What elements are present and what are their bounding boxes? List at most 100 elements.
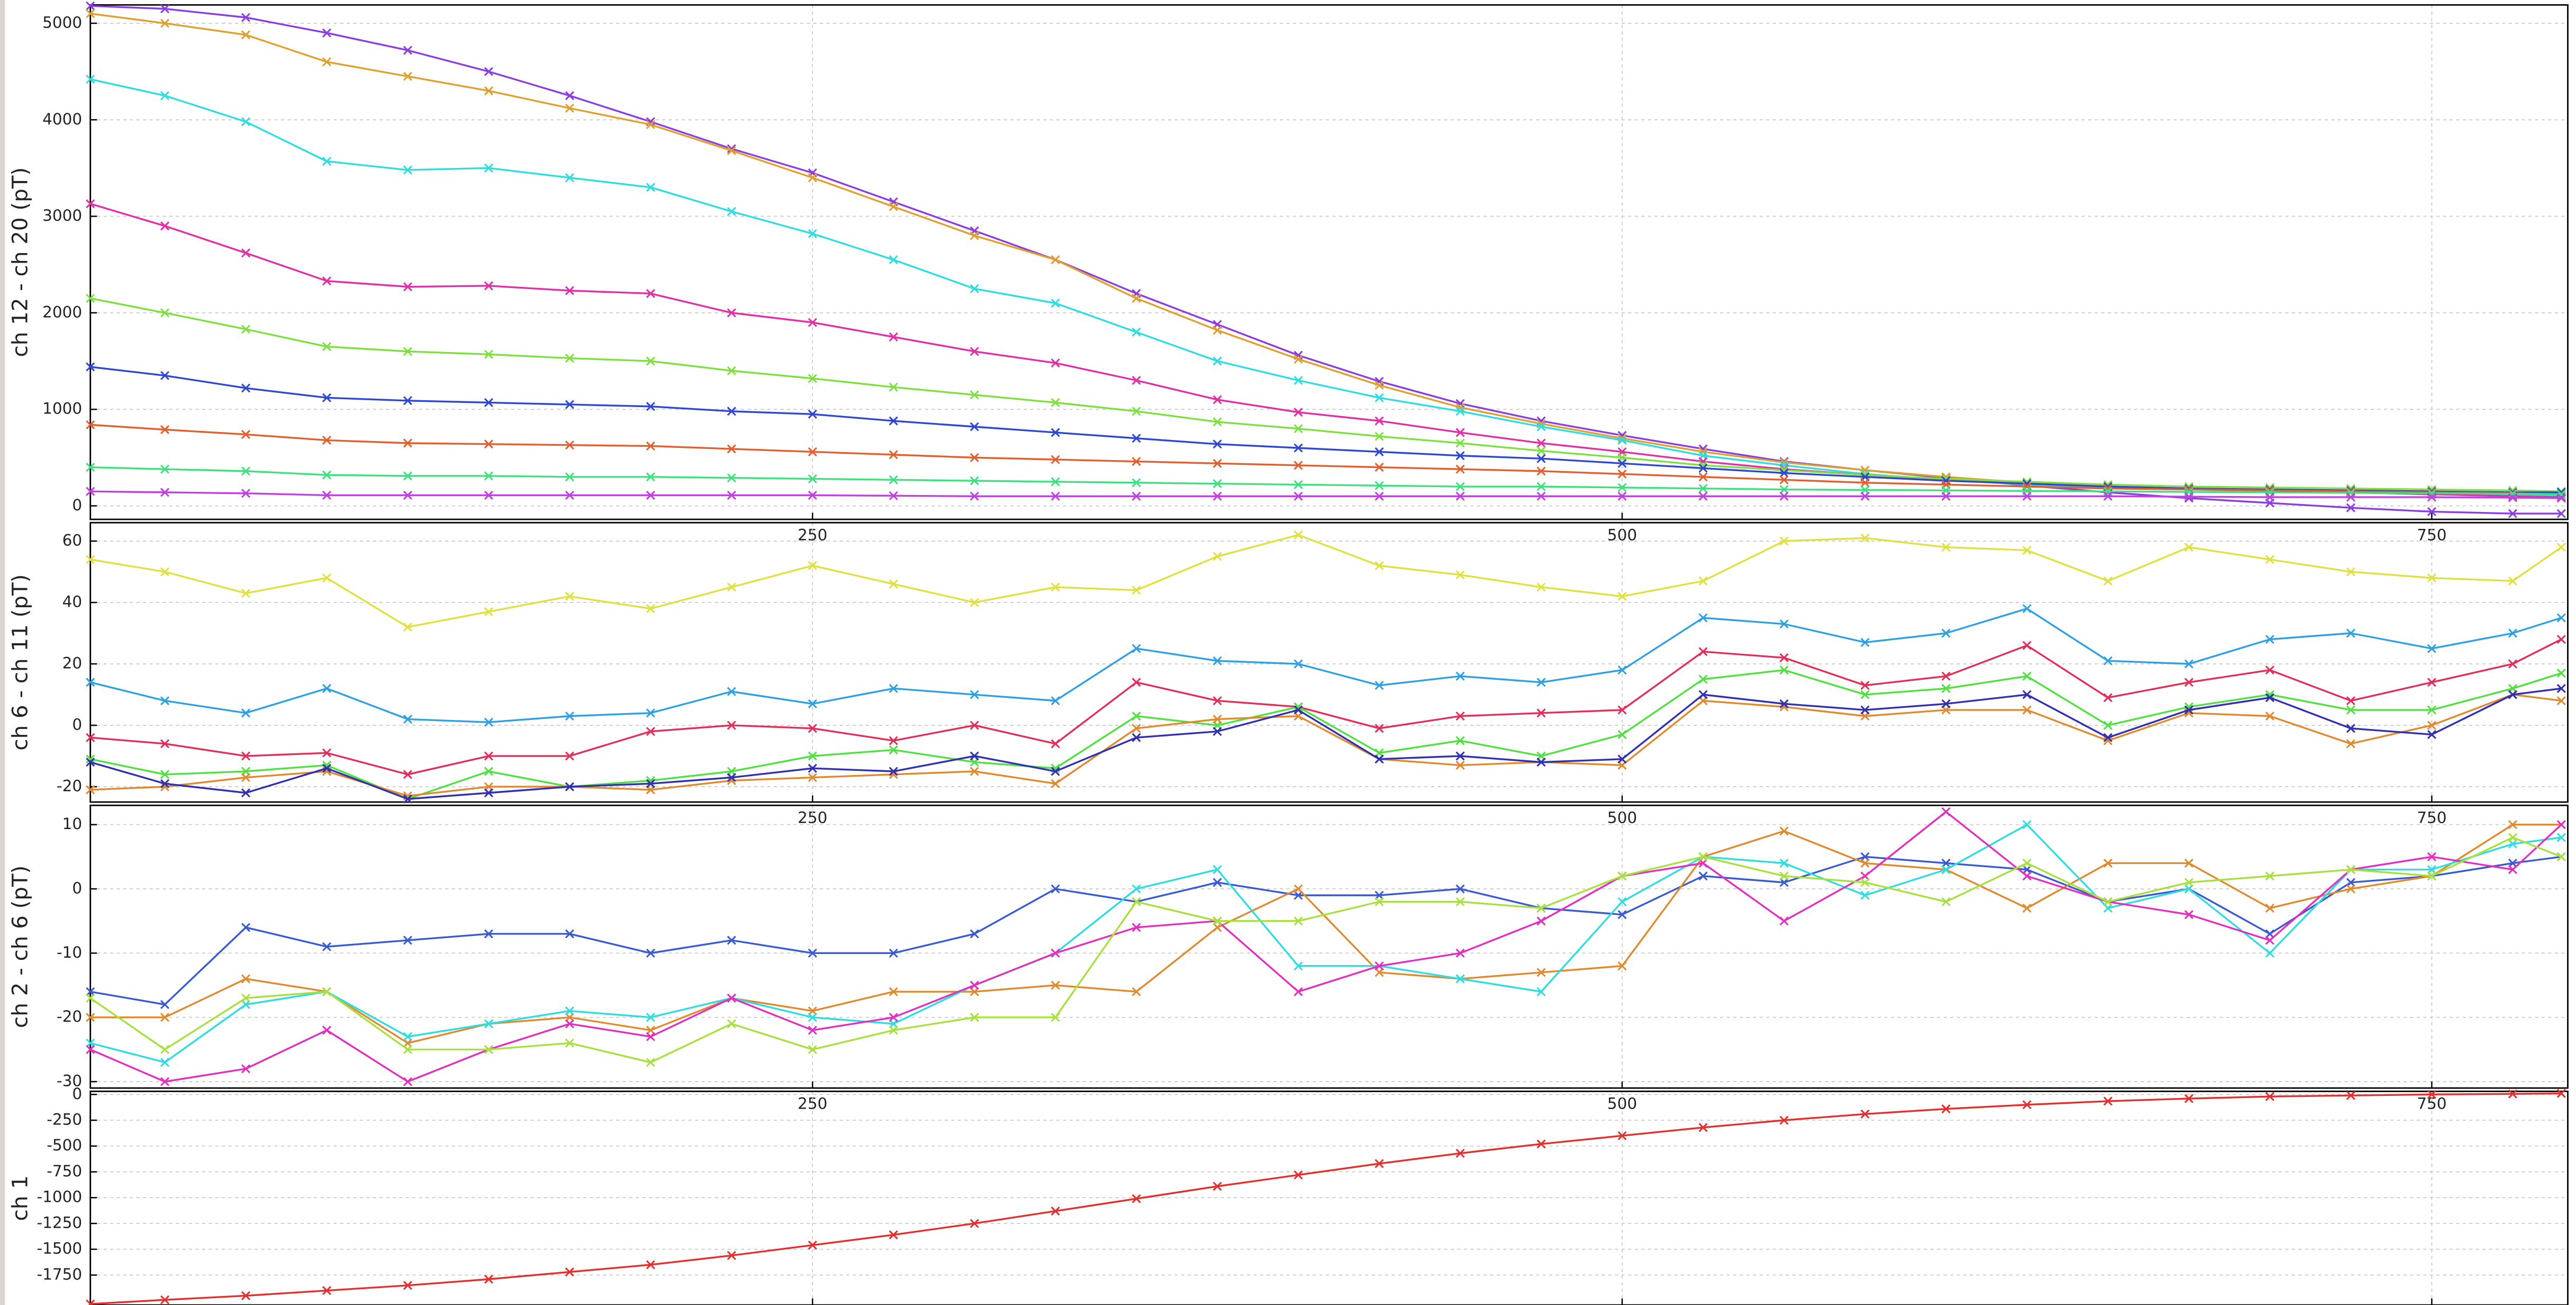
point-marker: [2103, 693, 2113, 703]
point-marker: [2508, 690, 2518, 699]
point-marker: [160, 464, 169, 474]
point-marker: [1132, 478, 1141, 488]
point-marker: [2022, 491, 2032, 501]
point-marker: [484, 163, 493, 173]
point-marker: [2427, 721, 2437, 730]
point-marker: [2508, 493, 2518, 502]
point-marker: [970, 980, 979, 990]
point-marker: [565, 440, 574, 450]
point-marker: [1375, 491, 1384, 501]
point-marker: [86, 362, 95, 372]
point-marker: [2346, 724, 2356, 733]
point-marker: [1132, 375, 1141, 385]
point-marker: [160, 425, 169, 435]
point-marker: [1617, 591, 1627, 601]
point-marker: [1456, 751, 1465, 761]
point-marker: [241, 993, 250, 1003]
point-marker: [2556, 833, 2566, 842]
point-marker: [646, 1013, 655, 1022]
point-marker: [1294, 705, 1303, 715]
y-tick-label: -1750: [37, 1265, 83, 1283]
point-marker: [889, 1019, 898, 1029]
point-marker: [484, 281, 493, 291]
panel: -20 0 20 40 60 250 500 750 ch 6 - ch 11 (pT): [7, 521, 2569, 827]
point-marker: [1213, 552, 1222, 561]
point-marker: [2508, 839, 2518, 849]
point-marker: [1698, 472, 1708, 482]
point-marker: [1779, 858, 1789, 868]
point-marker: [2265, 871, 2275, 881]
point-marker: [2265, 948, 2275, 958]
point-marker: [1536, 708, 1546, 718]
point-marker: [86, 1045, 95, 1054]
point-marker: [646, 402, 655, 411]
point-marker: [322, 763, 331, 773]
point-marker: [1860, 705, 1870, 715]
point-marker: [1375, 463, 1384, 472]
point-marker: [808, 409, 817, 419]
point-marker: [322, 987, 331, 996]
point-marker: [808, 318, 817, 327]
point-marker: [808, 948, 817, 958]
point-marker: [727, 146, 736, 156]
point-marker: [1051, 255, 1060, 265]
point-marker: [1456, 897, 1465, 906]
point-marker: [1375, 393, 1384, 402]
point-marker: [2103, 576, 2113, 586]
point-marker: [403, 1281, 412, 1290]
point-marker: [403, 794, 412, 804]
point-marker: [2022, 604, 2032, 614]
point-marker: [1698, 1123, 1708, 1132]
point-marker: [889, 475, 898, 484]
point-marker: [889, 332, 898, 342]
point-marker: [1294, 987, 1303, 996]
point-marker: [1536, 454, 1546, 463]
point-marker: [403, 46, 412, 55]
point-marker: [1051, 491, 1060, 501]
point-marker: [970, 476, 979, 485]
y-tick-label: -750: [47, 1162, 82, 1180]
point-marker: [1779, 826, 1789, 836]
point-marker: [565, 173, 574, 183]
x-tick-label: 500: [1607, 1095, 1637, 1113]
point-marker: [1779, 536, 1789, 546]
point-marker: [160, 4, 169, 14]
point-marker: [1941, 865, 1951, 875]
point-marker: [2556, 490, 2566, 499]
point-marker: [241, 325, 250, 334]
y-tick-label: 0: [72, 1085, 82, 1103]
point-marker: [1051, 358, 1060, 368]
point-marker: [160, 1295, 169, 1304]
point-marker: [1617, 961, 1627, 971]
point-marker: [160, 1077, 169, 1086]
point-marker: [484, 929, 493, 939]
point-marker: [646, 1025, 655, 1035]
point-marker: [322, 470, 331, 480]
point-marker: [1051, 582, 1060, 592]
canvas: [5, 0, 2576, 1305]
point-marker: [2346, 884, 2356, 894]
point-marker: [2556, 613, 2566, 623]
point-marker: [646, 472, 655, 482]
point-marker: [1132, 733, 1141, 742]
point-marker: [1132, 491, 1141, 501]
point-marker: [1456, 438, 1465, 448]
point-marker: [2556, 696, 2566, 706]
point-marker: [646, 441, 655, 451]
point-marker: [889, 745, 898, 754]
point-marker: [403, 935, 412, 945]
point-marker: [1698, 852, 1708, 861]
point-marker: [2022, 820, 2032, 830]
point-marker: [1536, 582, 1546, 592]
point-marker: [808, 1240, 817, 1250]
point-marker: [2022, 858, 2032, 868]
y-tick-label: 40: [62, 593, 83, 611]
point-marker: [322, 342, 331, 352]
point-marker: [565, 286, 574, 295]
point-marker: [322, 683, 331, 693]
point-marker: [484, 1019, 493, 1029]
point-marker: [727, 721, 736, 730]
point-marker: [2022, 1100, 2032, 1110]
point-marker: [2556, 1088, 2566, 1098]
point-marker: [646, 120, 655, 129]
